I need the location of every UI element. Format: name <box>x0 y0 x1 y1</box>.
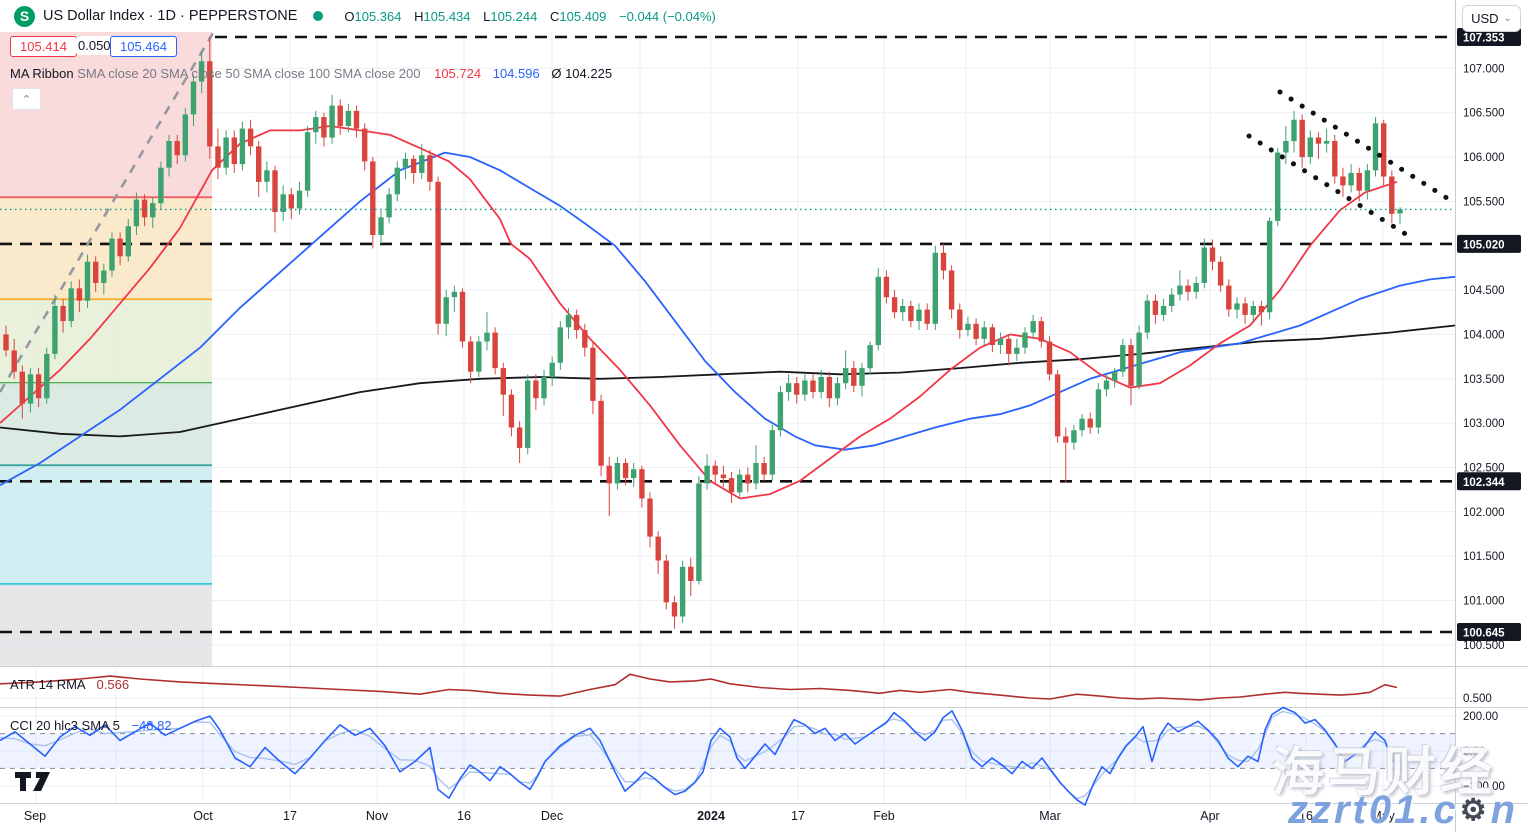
svg-text:200.00: 200.00 <box>1463 711 1498 723</box>
change-value: −0.044 (−0.04%) <box>619 8 716 24</box>
symbol-toolbar: S US Dollar Index · 1D · PEPPERSTONE O10… <box>0 0 1455 32</box>
high-label: H <box>414 8 424 24</box>
ma-ribbon-legend[interactable]: MA Ribbon SMA close 20 SMA close 50 SMA … <box>10 66 612 81</box>
svg-text:17: 17 <box>791 809 805 823</box>
svg-text:107.000: 107.000 <box>1463 63 1505 75</box>
position-lower-price-box[interactable]: 105.414 <box>10 36 77 57</box>
svg-text:17: 17 <box>283 809 297 823</box>
svg-text:100.500: 100.500 <box>1463 640 1505 652</box>
gear-icon[interactable]: ⚙ <box>1459 794 1490 827</box>
symbol-logo[interactable]: S <box>14 5 35 27</box>
svg-text:102.000: 102.000 <box>1463 507 1505 519</box>
open-label: O <box>344 8 355 24</box>
svg-text:16: 16 <box>1299 809 1313 823</box>
market-status-icon <box>313 11 324 21</box>
position-spread-value: 0.050 <box>76 36 113 55</box>
atr-title[interactable]: ATR 14 RMA <box>10 677 85 692</box>
svg-text:Sep: Sep <box>24 809 46 823</box>
svg-text:106.000: 106.000 <box>1463 152 1505 164</box>
svg-text:0.500: 0.500 <box>1463 693 1492 705</box>
svg-text:Nov: Nov <box>366 809 389 823</box>
cci-value: −48.82 <box>131 718 172 733</box>
atr-value: 0.566 <box>96 677 130 692</box>
watermark-text: 海马财经 <box>1272 744 1497 802</box>
sma20-value: 105.724 <box>434 66 482 81</box>
currency-dropdown[interactable]: USD ⌄ <box>1462 5 1521 32</box>
watermark-url-right: n <box>1490 788 1519 832</box>
svg-text:2024: 2024 <box>697 809 725 823</box>
atr-legend[interactable]: ATR 14 RMA 0.566 <box>10 677 129 692</box>
watermark-url: zzrt01.c ⚙ n <box>1288 788 1518 832</box>
svg-text:May: May <box>1371 809 1395 823</box>
svg-text:Apr: Apr <box>1200 809 1219 823</box>
low-value: 105.244 <box>490 8 538 24</box>
ma-ribbon-title[interactable]: MA Ribbon <box>10 66 74 81</box>
svg-text:106.500: 106.500 <box>1463 108 1505 120</box>
svg-text:102.500: 102.500 <box>1463 462 1505 474</box>
svg-text:Dec: Dec <box>541 809 563 823</box>
ohlc-readout: O105.364 H105.434 L105.244 C105.409 −0.0… <box>335 9 716 24</box>
open-value: 105.364 <box>354 8 402 24</box>
svg-text:103.000: 103.000 <box>1463 418 1505 430</box>
symbol-title[interactable]: US Dollar Index · 1D · PEPPERSTONE <box>43 8 298 24</box>
watermark-url-left: zzrt01.c <box>1288 788 1459 832</box>
cci-legend[interactable]: CCI 20 hlc3 SMA 5 −48.82 <box>10 718 172 733</box>
currency-label: USD <box>1471 11 1499 26</box>
svg-text:Mar: Mar <box>1039 809 1061 823</box>
svg-text:103.500: 103.500 <box>1463 374 1505 386</box>
chevron-down-icon: ⌄ <box>1503 13 1512 24</box>
svg-text:107.353: 107.353 <box>1463 33 1505 45</box>
svg-text:105.020: 105.020 <box>1463 239 1505 251</box>
svg-text:−200.00: −200.00 <box>1463 781 1505 793</box>
svg-text:0.00: 0.00 <box>1463 746 1485 758</box>
svg-text:Feb: Feb <box>873 809 895 823</box>
sma50-value: 104.596 <box>492 66 540 81</box>
close-label: C <box>550 8 560 24</box>
low-label: L <box>483 8 491 24</box>
svg-text:102.344: 102.344 <box>1463 477 1505 489</box>
close-value: 105.409 <box>559 8 607 24</box>
collapse-legend-button[interactable]: ⌃ <box>12 88 41 110</box>
svg-text:101.500: 101.500 <box>1463 551 1505 563</box>
svg-text:Oct: Oct <box>193 809 213 823</box>
ma-ribbon-params: SMA close 20 SMA close 50 SMA close 100 … <box>77 66 421 81</box>
sma-average-value: Ø 104.225 <box>551 66 613 81</box>
high-value: 105.434 <box>423 8 471 24</box>
svg-text:105.500: 105.500 <box>1463 196 1505 208</box>
svg-text:100.645: 100.645 <box>1463 628 1505 640</box>
svg-text:104.000: 104.000 <box>1463 329 1505 341</box>
svg-text:16: 16 <box>457 809 471 823</box>
cci-title[interactable]: CCI 20 hlc3 SMA 5 <box>10 718 120 733</box>
svg-text:101.000: 101.000 <box>1463 596 1505 608</box>
svg-text:104.500: 104.500 <box>1463 285 1505 297</box>
position-upper-price-box[interactable]: 105.464 <box>110 36 177 57</box>
